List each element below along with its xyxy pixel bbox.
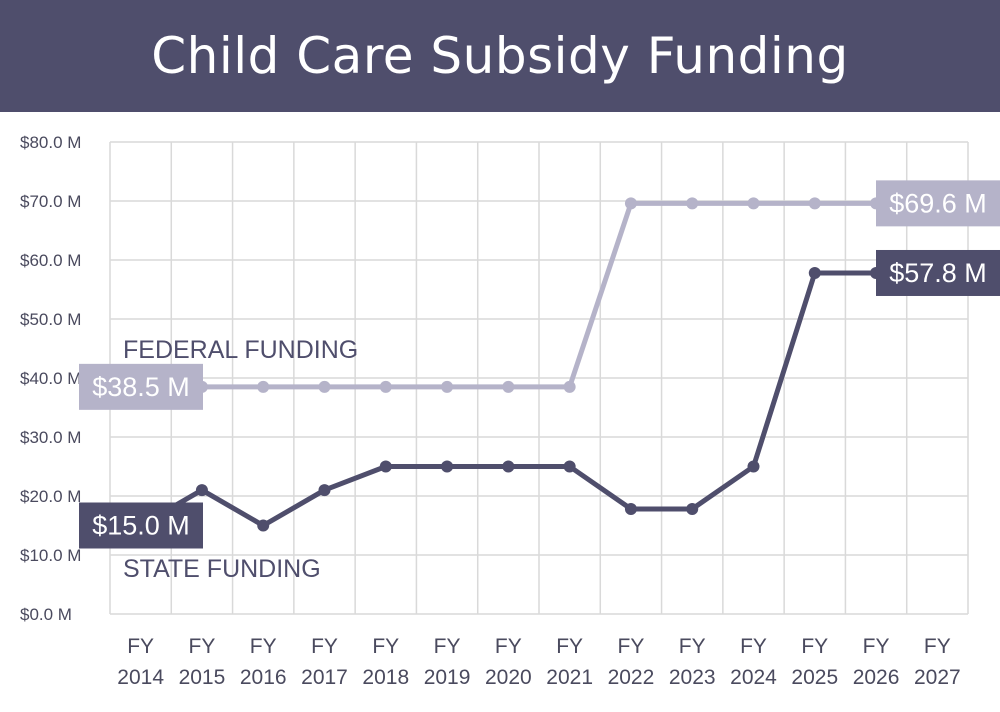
federal-series-name: FEDERAL FUNDING [123, 336, 358, 364]
x-tick-label: FY 2015 [179, 635, 226, 689]
y-tick-label: $10.0 M [20, 546, 81, 565]
data-point [502, 380, 515, 393]
x-tick-label: FY 2016 [240, 635, 287, 689]
y-axis-ticks: $0.0 M $10.0 M $20.0 M $30.0 M $40.0 M $50.0 … [20, 133, 81, 624]
federal-end-label-box [876, 180, 1000, 227]
y-tick-label: $20.0 M [20, 487, 81, 506]
chart-header: Child Care Subsidy Funding [0, 0, 1000, 112]
x-tick-label: FY 2024 [730, 635, 777, 689]
data-point [747, 197, 760, 210]
x-tick-label: FY 2020 [485, 635, 532, 689]
y-tick-label: $80.0 M [20, 133, 81, 152]
data-point [747, 460, 760, 473]
state-end-label: $57.8 M [889, 258, 987, 288]
data-point [195, 484, 208, 497]
data-point [379, 380, 392, 393]
x-tick-label: FY 2027 [914, 635, 961, 689]
y-tick-label: $0.0 M [20, 605, 72, 624]
x-tick-label: FY 2018 [362, 635, 409, 689]
x-tick-label: FY 2022 [608, 635, 655, 689]
chart-title: Child Care Subsidy Funding [151, 27, 849, 85]
data-point [379, 460, 392, 473]
y-tick-label: $70.0 M [20, 192, 81, 211]
y-tick-label: $50.0 M [20, 310, 81, 329]
x-tick-label: FY 2023 [669, 635, 716, 689]
series-annotations: $38.5 M $69.6 M $15.0 M $57.8 M FEDERAL FUND… [79, 180, 1000, 583]
x-axis-ticks: FY 2014 FY 2015 FY 2016 FY 2017 FY 2018 FY 2019 FY 20… [117, 635, 960, 689]
series-lines [138, 197, 883, 532]
data-point [624, 197, 637, 210]
x-tick-label: FY 2019 [424, 635, 471, 689]
data-point [441, 380, 454, 393]
data-point [318, 484, 331, 497]
series-line-state [138, 270, 879, 528]
line-chart: $0.0 M $10.0 M $20.0 M $30.0 M $40.0 M $50.0 … [20, 133, 1000, 689]
x-tick-label: FY 2025 [791, 635, 838, 689]
x-tick-label: FY 2014 [117, 635, 164, 689]
state-series-name: STATE FUNDING [123, 555, 321, 583]
data-point [808, 266, 821, 279]
y-tick-label: $40.0 M [20, 369, 81, 388]
federal-start-label: $38.5 M [92, 372, 190, 402]
y-tick-label: $60.0 M [20, 251, 81, 270]
data-point [624, 502, 637, 515]
state-end-label-box [876, 249, 1000, 296]
data-point [563, 460, 576, 473]
data-point [441, 460, 454, 473]
x-tick-label: FY 2026 [853, 635, 900, 689]
data-point [808, 197, 821, 210]
state-start-label-box [79, 502, 203, 549]
state-start-label: $15.0 M [92, 511, 190, 541]
x-tick-label: FY 2021 [546, 635, 593, 689]
data-point [686, 502, 699, 515]
y-tick-label: $30.0 M [20, 428, 81, 447]
data-point [502, 460, 515, 473]
federal-start-label-box [79, 363, 203, 410]
federal-end-label: $69.6 M [889, 188, 987, 218]
data-point [318, 380, 331, 393]
data-point [686, 197, 699, 210]
data-point [563, 380, 576, 393]
x-tick-label: FY 2017 [301, 635, 348, 689]
data-point [257, 380, 270, 393]
chart-grid [109, 141, 969, 615]
data-point [257, 519, 270, 532]
